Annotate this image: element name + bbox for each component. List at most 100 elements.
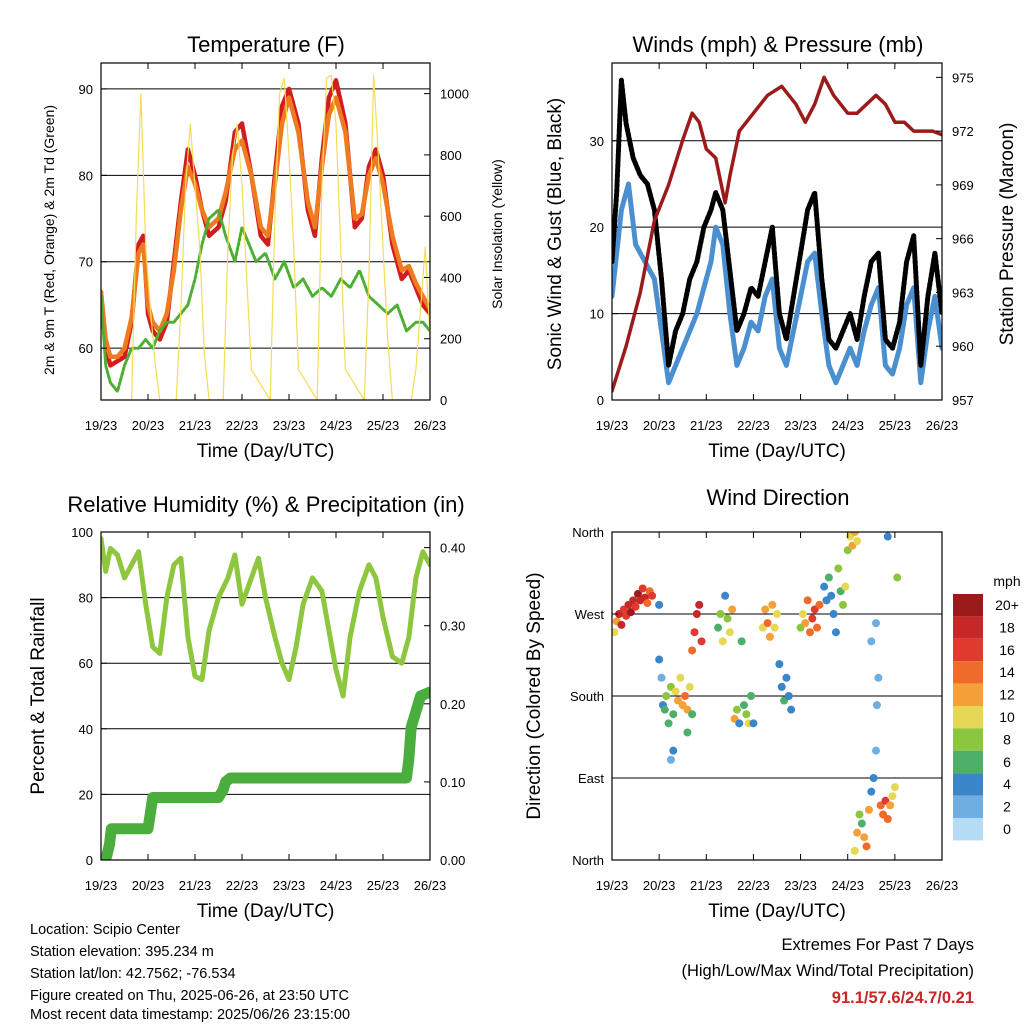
wind-direction-point [660, 705, 669, 714]
x-tick-label: 19/23 [85, 878, 118, 893]
wind-direction-point [834, 564, 843, 573]
y-tick-label-right: 800 [440, 148, 462, 163]
plot-area [612, 75, 942, 393]
x-tick-label: 26/23 [926, 878, 959, 893]
wind-direction-point [857, 819, 866, 828]
x-tick-label: 19/23 [596, 878, 629, 893]
info-location: Location: Scipio Center [30, 922, 180, 938]
x-tick-label: 23/23 [273, 878, 306, 893]
x-tick-label: 26/23 [414, 418, 447, 433]
x-tick-label: 23/23 [784, 878, 817, 893]
y-tick-label-right: 969 [952, 178, 974, 193]
color-scale-swatch [953, 616, 983, 639]
color-scale-swatch [953, 818, 983, 841]
wind-direction-point [626, 608, 635, 617]
info-latlon: Station lat/lon: 42.7562; -76.534 [30, 966, 236, 982]
wind-direction-point [893, 573, 902, 582]
color-scale-label: 10 [999, 709, 1015, 725]
wind-direction-point [820, 582, 829, 591]
color-scale-swatch [953, 728, 983, 751]
y-tick-label: 20 [79, 787, 93, 802]
y-tick-label-right: 0.10 [440, 775, 465, 790]
series-solar [101, 74, 430, 400]
y-axis-label-right: Station Pressure (Maroon) [997, 123, 1018, 346]
y-tick-label: 30 [590, 134, 604, 149]
wind-direction-point [853, 828, 862, 837]
y-axis-label: Direction (Colored By Speed) [524, 572, 545, 819]
wind-direction-point [886, 801, 895, 810]
y-tick-label-right: 600 [440, 209, 462, 224]
extremes-title: Extremes For Past 7 Days [781, 936, 974, 954]
wind-direction-point [862, 842, 871, 851]
x-tick-label: 19/23 [596, 418, 629, 433]
color-scale-label: 0 [1003, 821, 1011, 837]
x-tick-label: 22/23 [737, 878, 770, 893]
wind-direction-point [888, 792, 897, 801]
y-tick-label: 20 [590, 220, 604, 235]
wind-direction-point [631, 602, 640, 611]
x-tick-label: 20/23 [132, 878, 165, 893]
plot-area [101, 536, 430, 860]
series-pressure [612, 75, 942, 393]
wind-direction-point [872, 746, 880, 755]
y-tick-label: 80 [79, 591, 93, 606]
wind-direction-point [872, 619, 880, 628]
x-tick-label: 25/23 [367, 418, 400, 433]
color-scale-unit: mph [993, 573, 1020, 589]
color-scale-label: 14 [999, 664, 1015, 680]
y-tick-label-right: 0.20 [440, 697, 465, 712]
x-tick-label: 26/23 [926, 418, 959, 433]
x-tick-label: 24/23 [320, 418, 353, 433]
wind-direction-point [725, 628, 734, 637]
wind-direction-point [801, 619, 810, 628]
wind-direction-point [671, 687, 680, 696]
wind-direction-point [787, 705, 796, 714]
color-scale-swatch [953, 773, 983, 796]
chart-title: Temperature (F) [187, 32, 345, 57]
x-tick-label: 21/23 [690, 878, 723, 893]
wind-direction-point [773, 610, 781, 618]
series-2m-td [101, 208, 430, 393]
y-tick-label-right: 960 [952, 339, 974, 354]
wind-direction-point [655, 655, 664, 664]
x-tick-label: 24/23 [320, 878, 353, 893]
y-tick-label: North [572, 853, 604, 868]
x-tick-label: 22/23 [226, 878, 259, 893]
color-scale-label: 12 [999, 687, 1015, 703]
wind-direction-point [716, 610, 725, 618]
x-tick-label: 22/23 [226, 418, 259, 433]
x-axis-label: Time (Day/UTC) [197, 441, 335, 462]
wind-direction-point [768, 600, 777, 609]
wind-direction-point [850, 846, 859, 855]
y-tick-label-right: 975 [952, 70, 974, 85]
y-tick-label: 80 [79, 168, 93, 183]
plot-area [101, 74, 430, 400]
wind-direction-point [648, 591, 657, 600]
x-tick-label: 24/23 [831, 418, 864, 433]
info-figure-created: Figure created on Thu, 2025-06-26, at 23… [30, 988, 349, 1004]
wind-direction-point [676, 673, 685, 682]
y-tick-label-right: 972 [952, 124, 974, 139]
wind-direction-point [612, 628, 619, 637]
wind-direction-point [784, 692, 793, 700]
wind-direction-point [737, 637, 746, 646]
color-scale-label: 8 [1003, 731, 1011, 747]
wind-direction-point [669, 746, 678, 755]
y-tick-label: West [575, 607, 605, 622]
wind-direction-point [806, 628, 814, 637]
wind-direction-point [782, 673, 791, 682]
x-axis-label: Time (Day/UTC) [197, 901, 335, 922]
color-scale-swatch [953, 661, 983, 684]
wind-direction-point [829, 610, 838, 618]
wind-direction-point [855, 810, 864, 819]
chart-title: Wind Direction [706, 485, 849, 510]
y-tick-label-right: 1000 [440, 87, 469, 102]
y-tick-label: 0 [597, 393, 604, 408]
y-tick-label-right: 0.40 [440, 541, 465, 556]
wind-direction-point [718, 637, 727, 646]
color-scale-label: 16 [999, 642, 1015, 658]
wind-direction-point [723, 614, 732, 623]
color-scale-label: 20+ [995, 597, 1019, 613]
y-axis-label: Percent & Total Rainfall [28, 597, 49, 794]
